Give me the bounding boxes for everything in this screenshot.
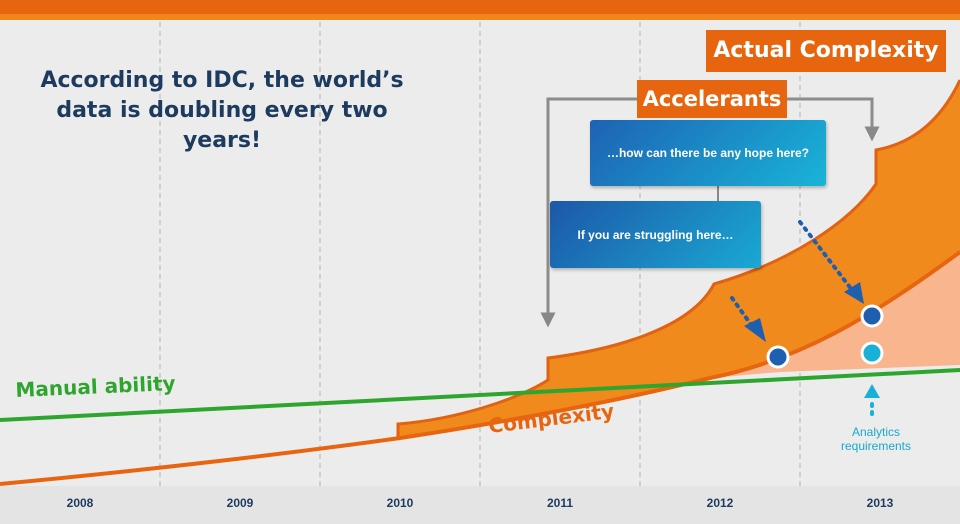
actual-complexity-outline	[396, 79, 960, 440]
bracket-right-arrow	[786, 97, 880, 142]
dotted-arrow-right-head	[844, 282, 864, 304]
analytics-region	[710, 252, 960, 378]
year-2010: 2010	[386, 496, 414, 510]
year-2013: 2013	[866, 496, 894, 510]
hope-bubble: …how can there be any hope here?	[590, 120, 826, 186]
manual-ability-line	[0, 368, 960, 422]
actual-complexity-area	[398, 80, 960, 440]
circle-2013-analytics	[860, 341, 884, 365]
circle-2013-complexity	[860, 304, 884, 328]
top-banner-highlight	[0, 14, 960, 20]
headline: According to IDC, the world’s data is do…	[40, 68, 404, 153]
dotted-arrow-left	[730, 296, 754, 328]
dotted-arrow-left-head	[744, 318, 766, 342]
accelerants-bracket	[540, 97, 880, 328]
analytics-requirements-line1: Analytics	[851, 425, 901, 439]
dotted-arrows	[730, 220, 854, 328]
analytics-requirements-label: Analytics requirements	[826, 425, 926, 453]
analytics-requirements-line2: requirements	[840, 439, 912, 453]
year-band	[0, 486, 960, 524]
struggling-bubble: If you are struggling here…	[550, 201, 761, 268]
bracket-left-arrow	[540, 97, 640, 328]
year-2009: 2009	[226, 496, 254, 510]
circle-2012-complexity	[766, 345, 790, 369]
year-2011: 2011	[546, 496, 574, 510]
analytics-arrow-head	[864, 384, 880, 398]
actual-complexity-label: Actual Complexity	[706, 30, 946, 72]
accelerants-label: Accelerants	[637, 80, 787, 118]
complexity-curve	[0, 250, 960, 486]
year-2008: 2008	[66, 496, 94, 510]
year-2012: 2012	[706, 496, 734, 510]
dotted-arrow-right	[798, 220, 854, 292]
